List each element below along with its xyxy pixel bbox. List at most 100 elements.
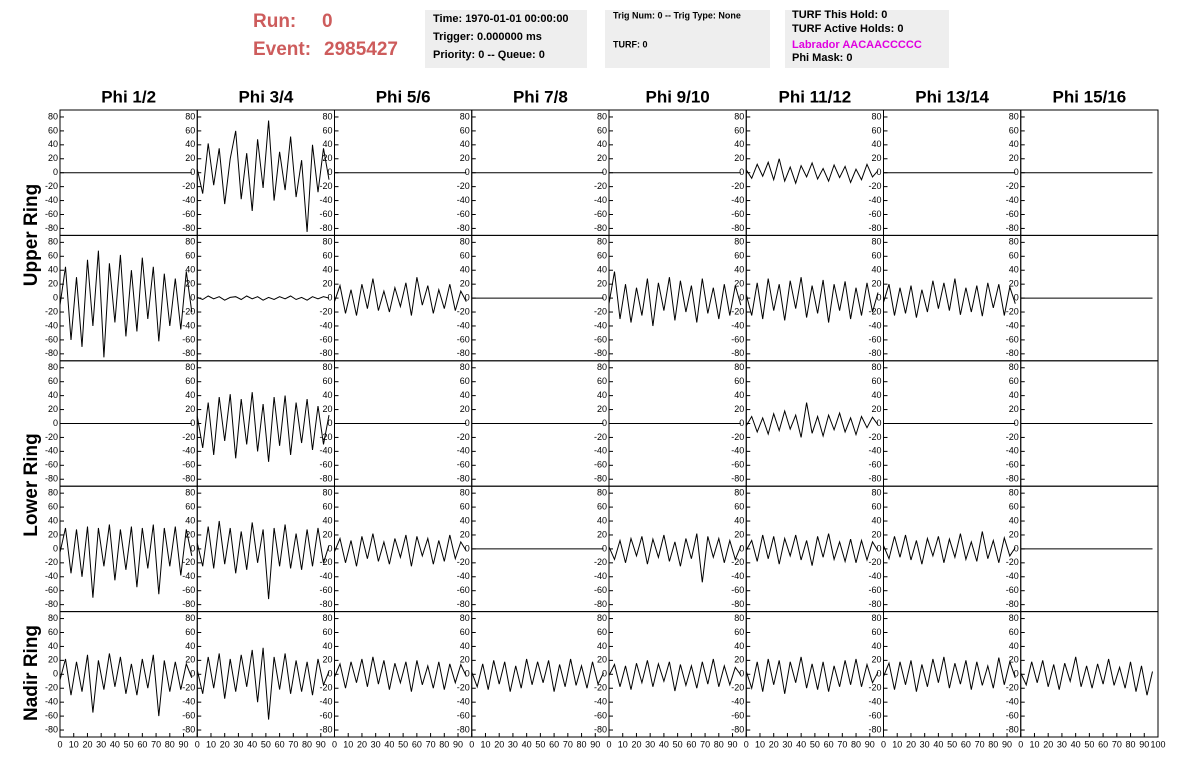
y-tick-label: -20: [731, 683, 744, 693]
y-tick-label: -80: [731, 599, 744, 609]
y-tick-label: -80: [457, 223, 470, 233]
x-tick-label: 90: [590, 739, 600, 749]
x-tick-label: 30: [233, 739, 243, 749]
x-tick-label: 0: [57, 739, 62, 749]
x-tick-label: 70: [563, 739, 573, 749]
y-tick-label: 60: [460, 251, 470, 261]
y-tick-label: 0: [876, 418, 881, 428]
y-tick-label: -20: [868, 683, 881, 693]
y-tick-label: 80: [597, 613, 607, 623]
y-tick-label: -60: [868, 209, 881, 219]
y-tick-label: -80: [45, 599, 58, 609]
y-tick-label: 80: [1009, 237, 1019, 247]
column-title: Phi 9/10: [645, 87, 709, 106]
y-tick-label: 20: [871, 655, 881, 665]
waveform: [196, 120, 330, 232]
y-tick-label: 0: [739, 292, 744, 302]
y-tick-label: -20: [45, 557, 58, 567]
info-line: TURF Active Holds: 0: [792, 23, 903, 35]
y-tick-label: -20: [594, 683, 607, 693]
panel-frame: [196, 109, 335, 236]
y-tick-label: 20: [597, 404, 607, 414]
waveform: [59, 250, 193, 358]
y-tick-label: -80: [731, 474, 744, 484]
row-label: Lower Ring: [21, 433, 42, 536]
panel-frame: [334, 234, 473, 362]
x-tick-label: 20: [631, 739, 641, 749]
y-tick-label: 0: [1014, 167, 1019, 177]
row-label: Upper Ring: [21, 184, 42, 286]
event-value: 2985427: [324, 39, 398, 60]
y-tick-label: -40: [868, 571, 881, 581]
x-tick-label: 10: [480, 739, 490, 749]
x-tick-label: 30: [920, 739, 930, 749]
x-tick-label: 90: [316, 739, 326, 749]
y-tick-label: 40: [871, 265, 881, 275]
y-tick-label: -40: [457, 697, 470, 707]
y-tick-label: -20: [1006, 557, 1019, 567]
y-tick-label: 40: [460, 265, 470, 275]
y-tick-label: 80: [185, 111, 195, 121]
y-tick-label: 80: [460, 613, 470, 623]
y-tick-label: 0: [1014, 292, 1019, 302]
y-tick-label: -60: [594, 460, 607, 470]
y-tick-label: -60: [731, 334, 744, 344]
y-tick-label: 20: [185, 404, 195, 414]
y-tick-label: 40: [871, 515, 881, 525]
y-tick-label: 80: [322, 237, 332, 247]
y-tick-label: 20: [460, 655, 470, 665]
y-tick-label: 40: [185, 641, 195, 651]
y-tick-label: 80: [322, 111, 332, 121]
y-tick-label: 20: [734, 153, 744, 163]
y-tick-label: 80: [48, 613, 58, 623]
x-tick-label: 60: [137, 739, 147, 749]
y-tick-label: -20: [45, 683, 58, 693]
y-tick-label: 80: [871, 362, 881, 372]
y-tick-label: -80: [457, 599, 470, 609]
y-tick-label: 40: [322, 515, 332, 525]
y-tick-label: -60: [319, 585, 332, 595]
y-tick-label: -60: [1006, 585, 1019, 595]
y-tick-label: -80: [45, 223, 58, 233]
y-tick-label: -80: [868, 724, 881, 734]
y-tick-label: 40: [597, 515, 607, 525]
y-tick-label: 20: [871, 529, 881, 539]
y-tick-label: -20: [731, 306, 744, 316]
y-tick-label: 40: [48, 390, 58, 400]
x-tick-label: 20: [494, 739, 504, 749]
y-tick-label: -60: [182, 460, 195, 470]
y-tick-label: -20: [731, 557, 744, 567]
waveform: [334, 656, 467, 692]
waveform: [471, 658, 604, 692]
y-tick-label: 60: [597, 627, 607, 637]
y-tick-label: 60: [48, 627, 58, 637]
x-tick-label: 80: [851, 739, 861, 749]
y-tick-label: 0: [1014, 418, 1019, 428]
y-tick-label: 60: [322, 627, 332, 637]
y-tick-label: 0: [327, 292, 332, 302]
y-tick-label: 60: [185, 251, 195, 261]
y-tick-label: -40: [731, 195, 744, 205]
y-tick-label: 40: [1009, 139, 1019, 149]
y-tick-label: -80: [1006, 348, 1019, 358]
y-tick-label: 20: [322, 529, 332, 539]
y-tick-label: -80: [182, 223, 195, 233]
y-tick-label: -60: [182, 585, 195, 595]
y-tick-label: 60: [871, 501, 881, 511]
y-tick-label: 60: [460, 501, 470, 511]
y-tick-label: -60: [319, 460, 332, 470]
x-tick-label: 70: [1112, 739, 1122, 749]
waveform: [608, 533, 742, 583]
y-tick-label: 20: [48, 529, 58, 539]
y-tick-label: 20: [48, 153, 58, 163]
waveform: [334, 533, 467, 567]
y-tick-label: 60: [734, 376, 744, 386]
y-tick-label: -80: [457, 348, 470, 358]
y-tick-label: -80: [594, 474, 607, 484]
y-tick-label: -60: [731, 585, 744, 595]
y-tick-label: 60: [185, 376, 195, 386]
y-tick-label: -40: [319, 571, 332, 581]
y-tick-label: -40: [1006, 697, 1019, 707]
y-tick-label: -40: [45, 571, 58, 581]
y-tick-label: 20: [322, 404, 332, 414]
